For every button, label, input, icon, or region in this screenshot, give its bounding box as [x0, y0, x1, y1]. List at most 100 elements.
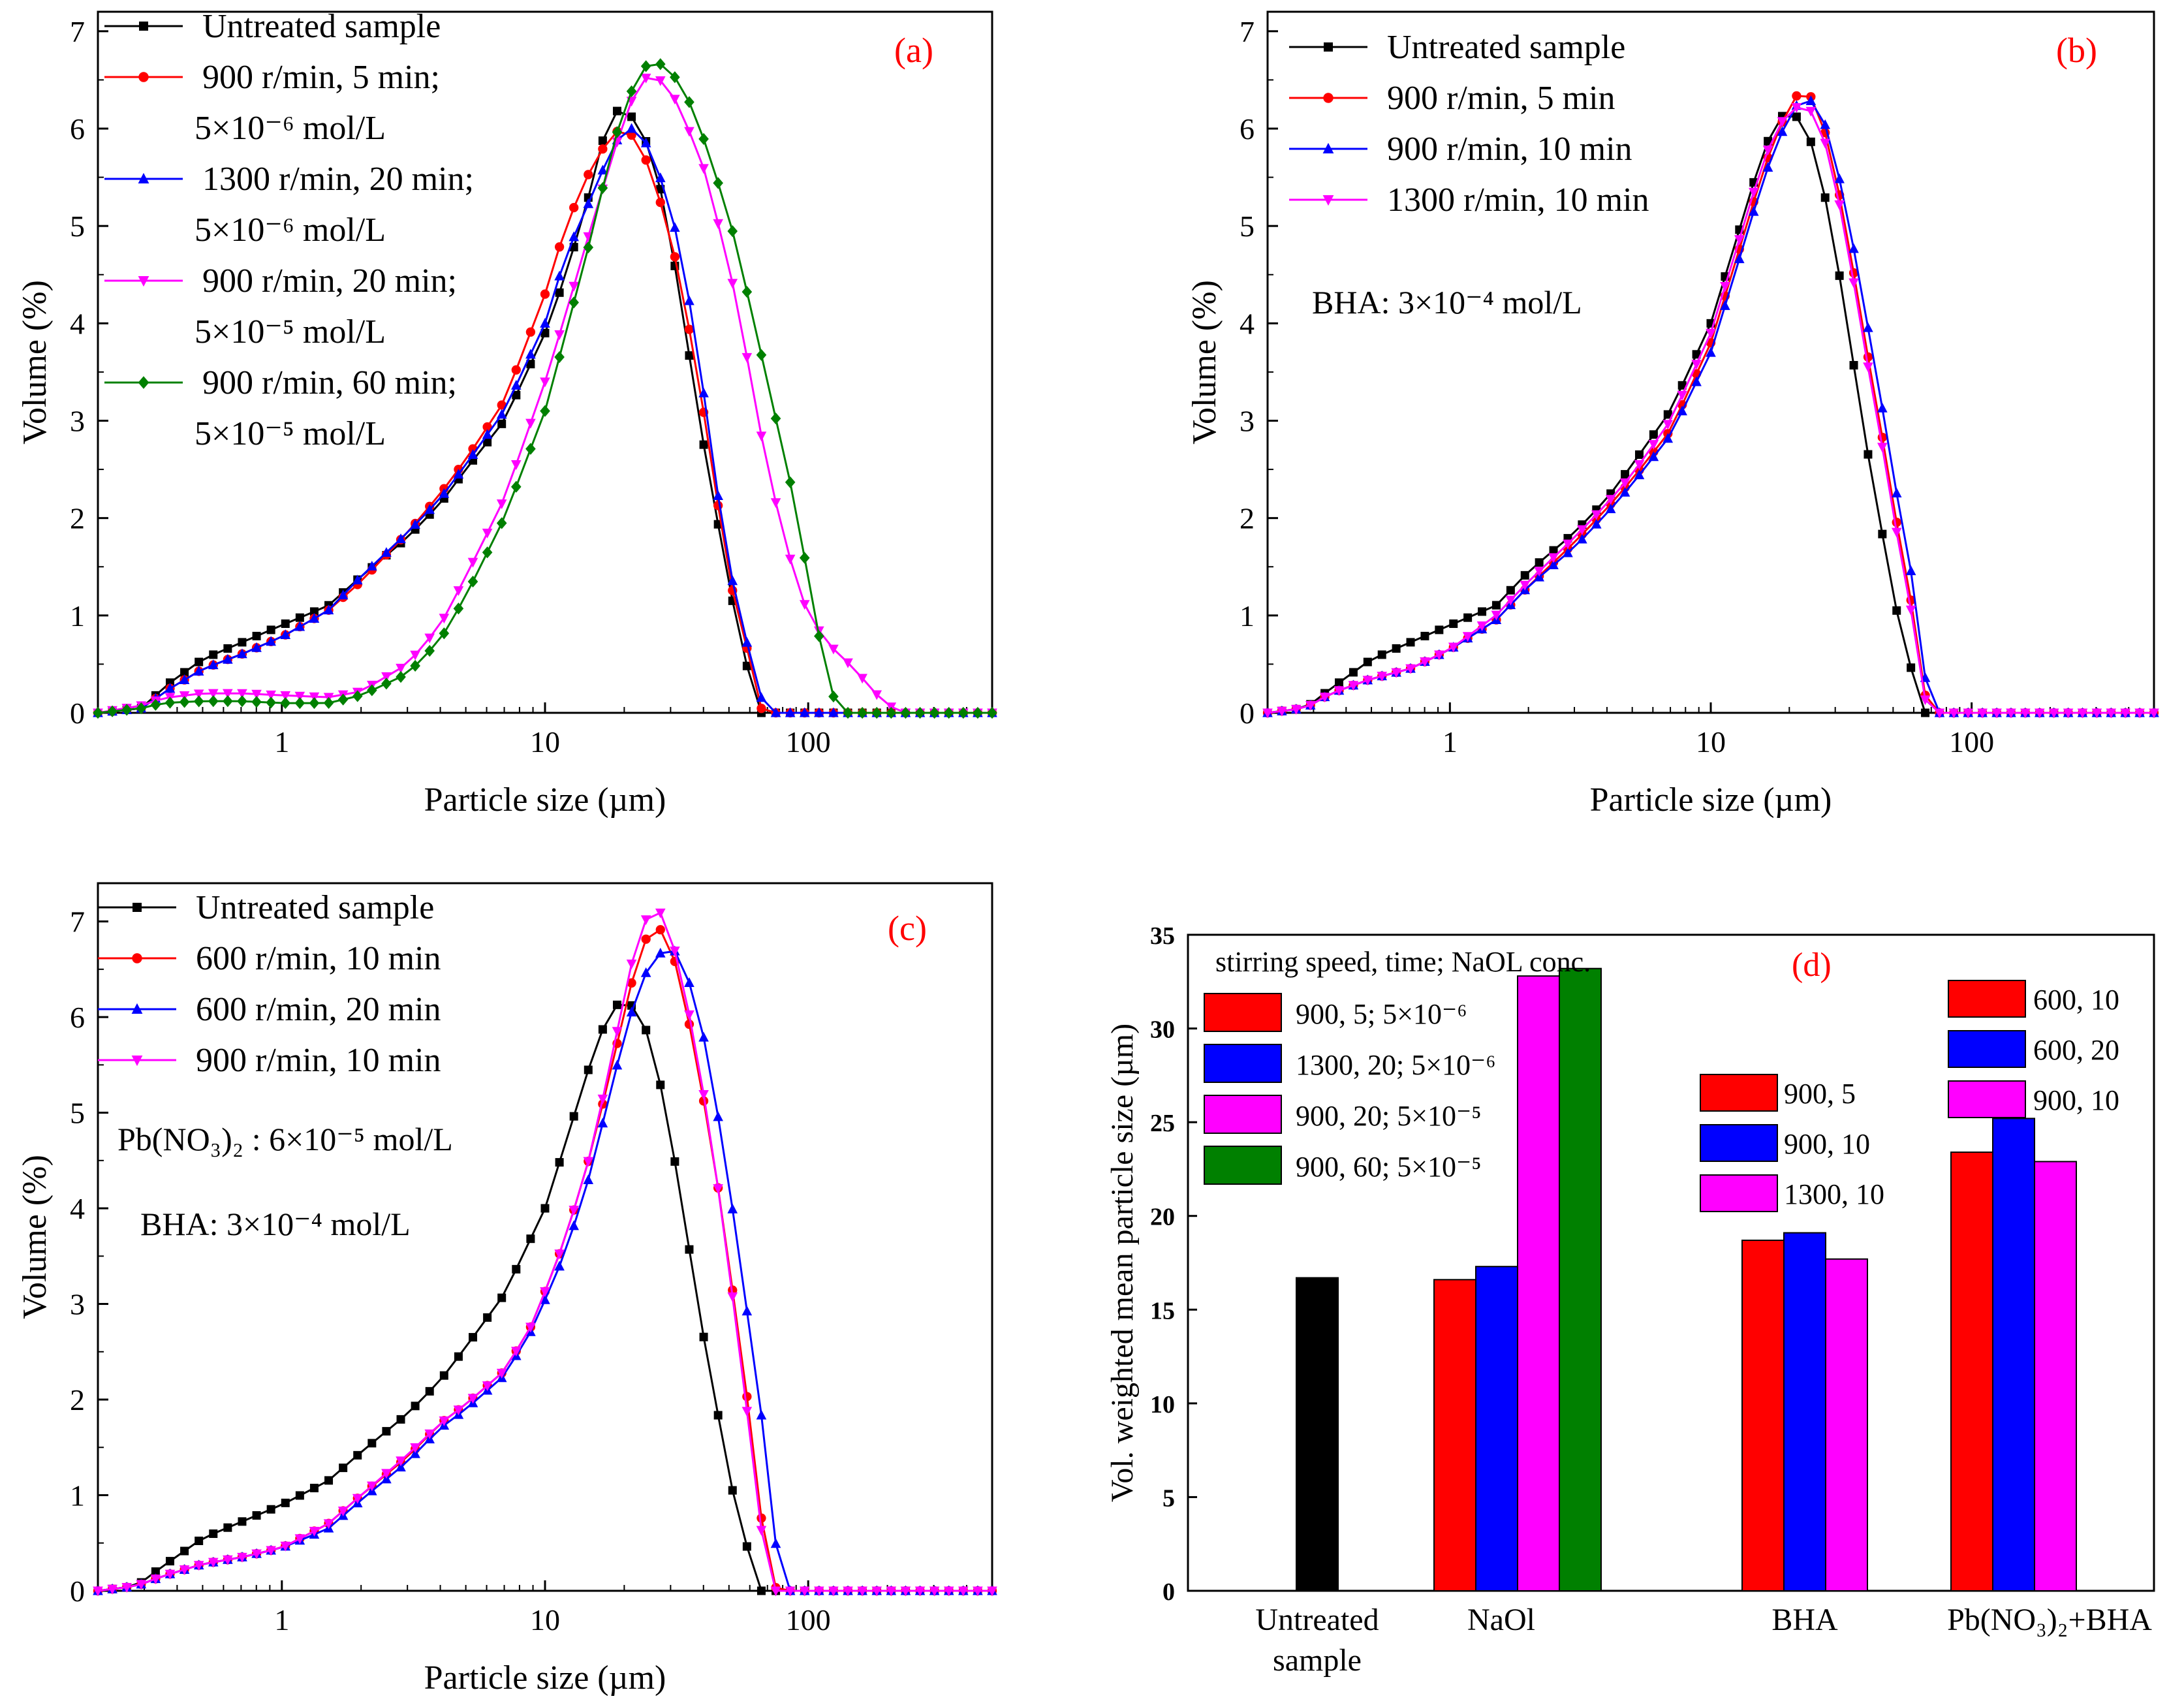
data-point [843, 658, 853, 668]
data-point [655, 197, 665, 208]
data-point [569, 281, 579, 292]
data-point [987, 1586, 997, 1597]
data-point [741, 285, 753, 298]
data-point [828, 690, 839, 703]
legend-entry: 900 r/min, 20 min; 5×10⁻⁵ mol/L [104, 262, 457, 351]
data-point [814, 630, 824, 642]
x-tick-label: 100 [786, 1603, 831, 1637]
data-point [597, 181, 608, 195]
data-point [670, 222, 680, 232]
data-point [698, 1090, 709, 1100]
legend-entry: 900, 10 [1700, 1124, 1870, 1162]
data-point [1863, 322, 1873, 332]
legend-entry: 1300 r/min, 10 min [1289, 181, 1649, 219]
panel-d: 0 5 10 15 20 25 30 35 Vol. weighted mean particl… [1105, 922, 2155, 1678]
data-point [1934, 708, 1945, 719]
data-point [1505, 595, 1516, 606]
data-point [770, 498, 781, 509]
data-point [1792, 112, 1801, 121]
data-point [713, 219, 723, 229]
data-point [741, 1306, 753, 1316]
data-point [367, 1481, 377, 1492]
bar-group [1950, 1118, 2077, 1591]
data-point [987, 706, 997, 719]
data-point [857, 674, 867, 684]
data-point [252, 1511, 261, 1520]
data-point [1605, 495, 1616, 505]
data-point [1691, 376, 1702, 386]
y-tick-label: 20 [1150, 1204, 1175, 1231]
data-point [2106, 708, 2117, 719]
data-point [929, 706, 940, 719]
data-point [655, 172, 666, 183]
legend-label: 600, 20 [2033, 1034, 2119, 1066]
y-tick-label: 3 [70, 1288, 85, 1321]
y-tick-label: 0 [1162, 1578, 1175, 1606]
y-tick-label: 3 [1240, 405, 1255, 438]
legend-label: 5×10⁻⁶ mol/L [195, 211, 386, 249]
data-point [684, 96, 694, 108]
data-point [756, 431, 767, 442]
data-point [324, 1476, 334, 1485]
data-point [569, 202, 579, 213]
data-point [1677, 390, 1687, 401]
data-point [1762, 162, 1773, 172]
legend-entry: 900 r/min, 60 min; 5×10⁻⁵ mol/L [104, 364, 457, 452]
data-point [857, 706, 867, 719]
x-axis-label: Particle size (µm) [424, 1659, 666, 1697]
legend-label: 5×10⁻⁶ mol/L [195, 110, 386, 147]
data-point [482, 1381, 493, 1392]
data-point [1634, 450, 1644, 459]
y-tick-label: 1 [70, 1479, 85, 1512]
data-point [294, 1534, 305, 1544]
data-point [1563, 547, 1573, 557]
y-tick-label: 5 [1162, 1484, 1175, 1512]
data-point [238, 1517, 247, 1526]
bar [1517, 975, 1560, 1591]
data-point [496, 1368, 507, 1379]
data-point [727, 575, 738, 586]
data-point [280, 629, 291, 640]
data-point [410, 659, 420, 672]
data-point [1619, 486, 1630, 497]
data-point [540, 405, 550, 417]
data-point [1277, 706, 1287, 717]
data-point [1691, 360, 1702, 370]
data-point [871, 690, 882, 700]
data-point [569, 1206, 579, 1216]
data-point [483, 1313, 492, 1322]
data-point [1334, 686, 1345, 697]
legend-entry: 900 r/min, 5 min [1289, 80, 1615, 117]
data-point [1849, 278, 1859, 289]
data-point [381, 1469, 392, 1479]
legend-marker [133, 903, 142, 912]
data-point [2134, 708, 2145, 719]
bar [1950, 1151, 1993, 1591]
data-point [482, 422, 492, 432]
data-point [1291, 704, 1302, 715]
data-point [353, 1450, 362, 1460]
data-point [770, 412, 781, 425]
data-point [266, 636, 276, 646]
y-tick-label: 25 [1150, 1110, 1175, 1137]
data-point [266, 1505, 275, 1514]
data-point [410, 1448, 420, 1458]
data-point [193, 689, 204, 700]
data-point [1677, 381, 1687, 390]
data-point [281, 1498, 290, 1507]
y-axis-label: Vol. weighted mean particle size (µm) [1105, 1024, 1140, 1502]
panel-c: 0 1 2 3 4 5 6 7 1 10 100 Particle size (µm) Volume (… [16, 882, 997, 1697]
data-point [641, 934, 651, 944]
legend-entry: 1300, 20; 5×10⁻⁶ [1204, 1044, 1496, 1083]
legend-swatch [1204, 1146, 1282, 1185]
legend-label: 900, 10 [2033, 1084, 2119, 1116]
data-point [698, 133, 709, 146]
data-point [467, 1394, 478, 1404]
category-label: NaOl [1467, 1603, 1535, 1637]
data-point [640, 137, 651, 148]
data-point [2020, 708, 2031, 719]
data-point [713, 490, 723, 500]
legend-marker [1324, 42, 1333, 52]
data-point [150, 698, 161, 711]
